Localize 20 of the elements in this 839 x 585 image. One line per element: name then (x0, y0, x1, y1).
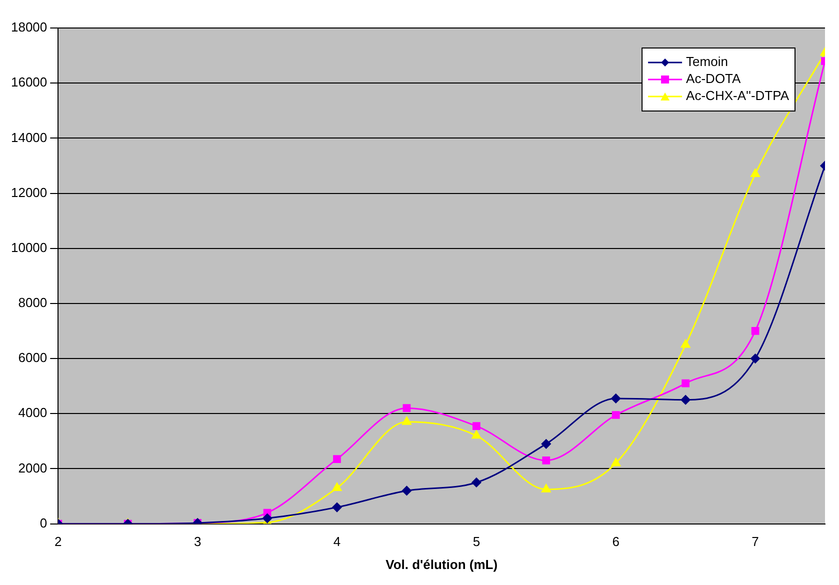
legend-label: Temoin (686, 54, 728, 70)
y-tick-label: 18000 (10, 20, 48, 35)
y-tick-label: 4000 (18, 405, 48, 420)
y-tick-label: 8000 (18, 295, 48, 310)
x-tick-label: 3 (194, 534, 202, 550)
x-tick-label: 7 (752, 534, 759, 550)
legend-label: Ac-CHX-A''-DTPA (686, 88, 790, 104)
y-tick-label: 12000 (10, 184, 48, 200)
legend-label: Ac-DOTA (686, 71, 742, 86)
x-axis-title: Vol. d'élution (mL) (386, 556, 498, 572)
y-tick-label: 16000 (10, 74, 48, 90)
x-tick-label: 2 (54, 534, 62, 550)
y-tick-label: 6000 (18, 350, 48, 366)
y-tick-label: 0 (40, 515, 48, 530)
x-tick-label: 5 (472, 534, 480, 550)
x-tick-label: 4 (333, 534, 341, 550)
x-tick-label: 6 (612, 534, 620, 550)
y-tick-label: 2000 (18, 460, 48, 476)
y-tick-label: 14000 (10, 130, 48, 145)
y-tick-label: 10000 (10, 240, 48, 255)
